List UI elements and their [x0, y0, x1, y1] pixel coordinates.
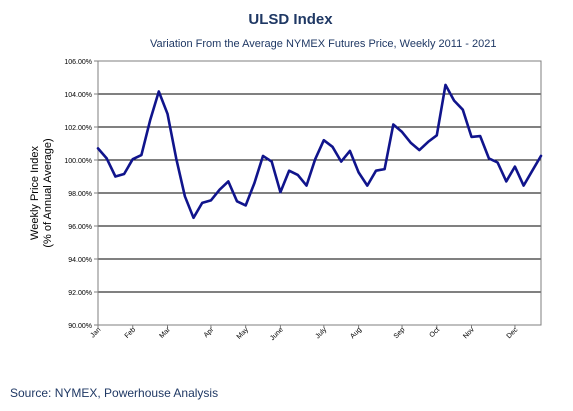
- data-point: [540, 155, 542, 157]
- data-point: [184, 195, 186, 197]
- data-point: [479, 135, 481, 137]
- y-tick-label: 96.00%: [68, 224, 92, 231]
- data-point: [279, 191, 282, 193]
- data-point: [418, 149, 420, 151]
- x-tick-label: Feb: [124, 326, 138, 340]
- data-point: [375, 170, 377, 172]
- x-tick-label: Dec: [506, 326, 520, 340]
- data-point: [531, 170, 533, 172]
- y-tick-label: 102.00%: [64, 125, 92, 132]
- y-axis-label-line2: (% of Annual Average): [42, 138, 54, 247]
- x-tick-label: May: [236, 326, 251, 341]
- data-point: [488, 157, 490, 159]
- data-point: [140, 154, 143, 156]
- data-point: [323, 139, 325, 141]
- data-point: [271, 161, 273, 163]
- x-axis-ticks: Jan Feb Mar Apr May June July Aug Sep Oct Nov Dec: [89, 325, 520, 342]
- x-tick-label: Aug: [349, 326, 363, 340]
- data-point: [305, 184, 308, 187]
- x-tick-label: Sep: [393, 326, 407, 340]
- y-tick-label: 100.00%: [64, 158, 92, 165]
- x-tick-label: July: [315, 326, 329, 340]
- data-point: [166, 113, 169, 115]
- data-point: [175, 157, 177, 159]
- data-point: [236, 200, 238, 202]
- data-point: [132, 158, 134, 160]
- data-point: [401, 131, 403, 133]
- data-point: [297, 174, 299, 176]
- y-axis-ticks: 90.00% 92.00% 94.00% 96.00% 98.00% 100.00% 102…: [64, 59, 98, 330]
- x-tick-label: Apr: [203, 326, 216, 339]
- data-point: [366, 184, 368, 187]
- data-point: [158, 90, 160, 93]
- data-point: [97, 147, 99, 150]
- chart-subtitle: Variation From the Average NYMEX Futures…: [150, 38, 497, 50]
- data-point: [470, 136, 473, 138]
- y-tick-label: 90.00%: [68, 323, 92, 330]
- data-point: [462, 109, 464, 111]
- data-point: [349, 150, 351, 152]
- series-line: [96, 83, 543, 220]
- data-point: [496, 161, 499, 164]
- y-tick-label: 94.00%: [68, 257, 92, 264]
- data-point: [245, 204, 247, 206]
- data-point: [192, 217, 195, 219]
- data-point: [410, 142, 412, 144]
- y-tick-label: 92.00%: [68, 290, 92, 297]
- data-point: [523, 184, 525, 187]
- data-point: [384, 168, 386, 170]
- data-point: [114, 175, 116, 178]
- data-point: [288, 170, 290, 172]
- data-point: [314, 158, 316, 160]
- data-point: [444, 84, 447, 86]
- data-point: [392, 123, 394, 126]
- data-point: [427, 141, 429, 143]
- data-point: [210, 199, 212, 202]
- x-tick-label: June: [269, 326, 285, 342]
- y-axis-label-line1: Weekly Price Index: [29, 146, 41, 240]
- series-layer: [96, 83, 543, 220]
- gridlines: [98, 60, 541, 326]
- data-point: [331, 146, 334, 148]
- data-point: [227, 180, 229, 183]
- data-point: [149, 119, 151, 121]
- data-point: [340, 161, 342, 163]
- data-point: [201, 202, 203, 204]
- data-point: [436, 134, 438, 136]
- data-point: [106, 157, 108, 159]
- y-tick-label: 98.00%: [68, 191, 92, 198]
- y-tick-label: 104.00%: [64, 92, 92, 99]
- data-point: [505, 180, 507, 183]
- source-note: Source: NYMEX, Powerhouse Analysis: [10, 386, 219, 400]
- data-point: [253, 182, 255, 184]
- x-tick-label: Mar: [158, 326, 172, 340]
- data-point: [123, 173, 125, 175]
- data-point: [453, 100, 455, 102]
- x-tick-label: Oct: [429, 326, 442, 339]
- chart-title: ULSD Index: [248, 11, 333, 28]
- y-tick-label: 106.00%: [64, 59, 92, 66]
- data-point: [219, 189, 221, 191]
- data-point: [514, 166, 516, 168]
- x-tick-label: Nov: [462, 326, 476, 340]
- data-point: [262, 155, 264, 157]
- data-point: [357, 171, 360, 173]
